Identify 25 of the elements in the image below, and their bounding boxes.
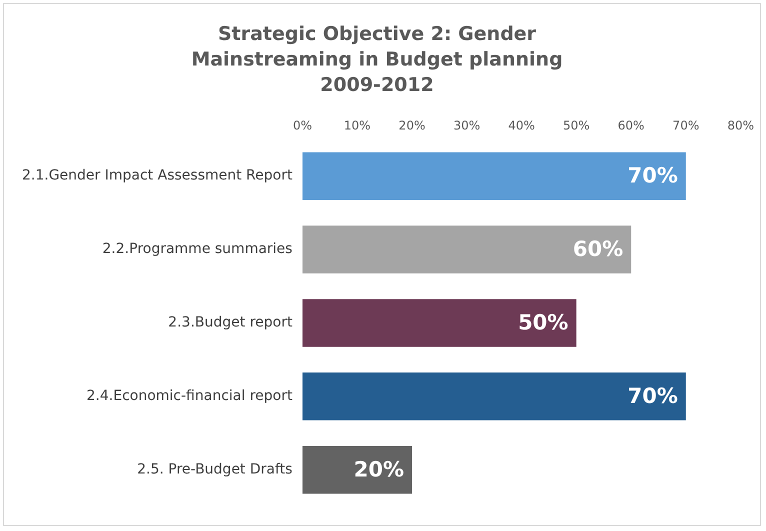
data-label: 70%: [628, 384, 678, 408]
y-tick-label: 2.4.Economic-financial report: [86, 388, 293, 404]
data-label: 20%: [354, 457, 404, 482]
x-tick-label: 50%: [563, 118, 590, 132]
data-label: 50%: [518, 310, 568, 334]
y-tick-label: 2.5. Pre-Budget Drafts: [137, 462, 292, 478]
x-tick-label: 60%: [618, 118, 644, 132]
x-tick-label: 20%: [398, 118, 426, 132]
x-tick-label: 0%: [292, 118, 312, 132]
y-tick-label: 2.1.Gender Impact Assessment Report: [22, 168, 293, 184]
x-tick-label: 70%: [672, 118, 700, 132]
bar: [302, 226, 632, 274]
data-label: 60%: [572, 236, 624, 261]
x-tick-label: 10%: [344, 118, 371, 132]
x-tick-label: 80%: [727, 118, 754, 132]
y-tick-label: 2.2.Programme summaries: [102, 241, 292, 258]
chart-title: Strategic Objective 2: Gender Mainstreaming in Budget planning 2009-2012: [191, 22, 563, 96]
bar: [302, 446, 412, 494]
data-label: 70%: [628, 164, 678, 188]
x-tick-label: 30%: [453, 118, 480, 132]
y-tick-label: 2.3.Budget report: [168, 314, 293, 331]
bar: [302, 299, 576, 347]
x-tick-label: 40%: [508, 118, 535, 132]
bar: [302, 152, 686, 200]
bar: [302, 372, 686, 420]
